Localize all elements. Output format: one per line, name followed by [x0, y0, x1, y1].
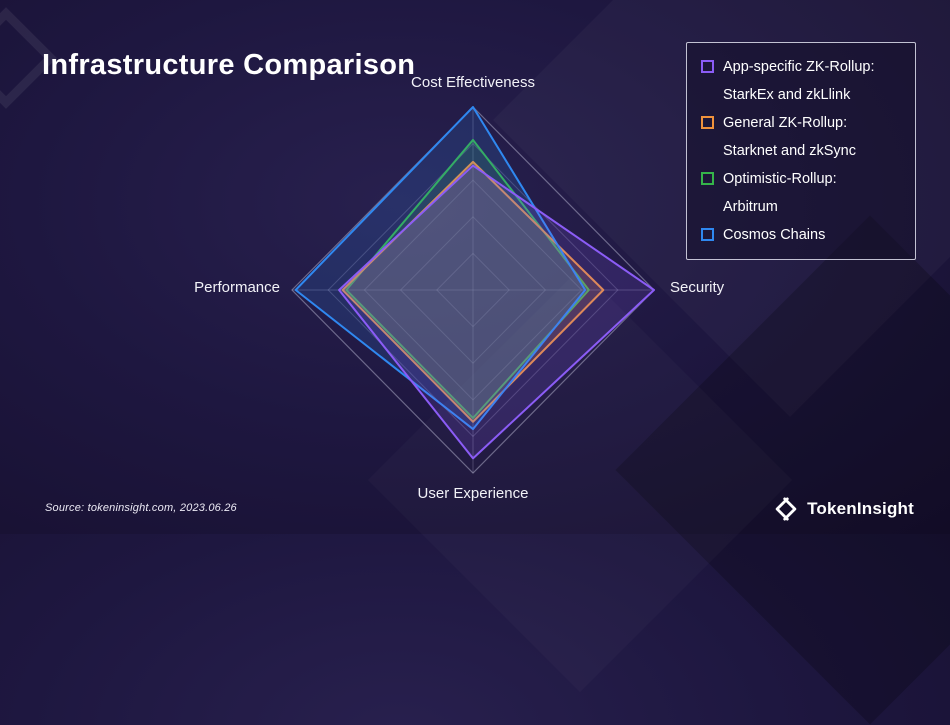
- legend-swatch: [701, 172, 714, 185]
- radar-grid-ring: [436, 252, 510, 328]
- radar-grid-ring: [363, 179, 583, 401]
- legend-label: General ZK-Rollup:: [723, 115, 848, 131]
- source-note: Source: tokeninsight.com, 2023.06.26: [45, 502, 237, 514]
- brand-logo: TokenInsight: [773, 496, 914, 522]
- page-title: Infrastructure Comparison: [42, 49, 416, 82]
- legend-item: App-specific ZK-Rollup: StarkEx and zkLl…: [701, 53, 901, 109]
- axis-label-cost-effectiveness: Cost Effectiveness: [411, 74, 535, 91]
- axis-label-security: Security: [670, 279, 725, 296]
- radar-grid-ring: [291, 106, 655, 474]
- legend-swatch: [701, 60, 714, 73]
- radar-series-polygon: [338, 164, 655, 460]
- legend-label: Arbitrum: [723, 199, 778, 215]
- legend-label: Optimistic-Rollup:: [723, 171, 837, 187]
- legend-label: App-specific ZK-Rollup:: [723, 59, 875, 75]
- legend-swatch: [701, 116, 714, 129]
- radar-grid-ring: [327, 142, 619, 438]
- legend-label: Cosmos Chains: [723, 227, 826, 243]
- legend-item: Optimistic-Rollup: Arbitrum: [701, 165, 901, 221]
- legend-item: Cosmos Chains: [701, 221, 901, 249]
- legend: App-specific ZK-Rollup: StarkEx and zkLl…: [686, 42, 916, 260]
- radar-chart: [291, 106, 655, 474]
- radar-grid-ring: [399, 216, 547, 364]
- radar-series-polygon: [294, 106, 587, 431]
- tokeninsight-logo-icon: [775, 497, 797, 521]
- brand-name: TokenInsight: [807, 499, 914, 518]
- legend-label: StarkEx and zkLlink: [723, 87, 851, 103]
- legend-label: Starknet and zkSync: [723, 143, 856, 159]
- radar-series-polygon: [345, 138, 590, 420]
- legend-swatch: [701, 228, 714, 241]
- axis-label-user-experience: User Experience: [417, 485, 529, 502]
- legend-item: General ZK-Rollup: Starknet and zkSync: [701, 109, 901, 165]
- axis-label-performance: Performance: [194, 279, 280, 296]
